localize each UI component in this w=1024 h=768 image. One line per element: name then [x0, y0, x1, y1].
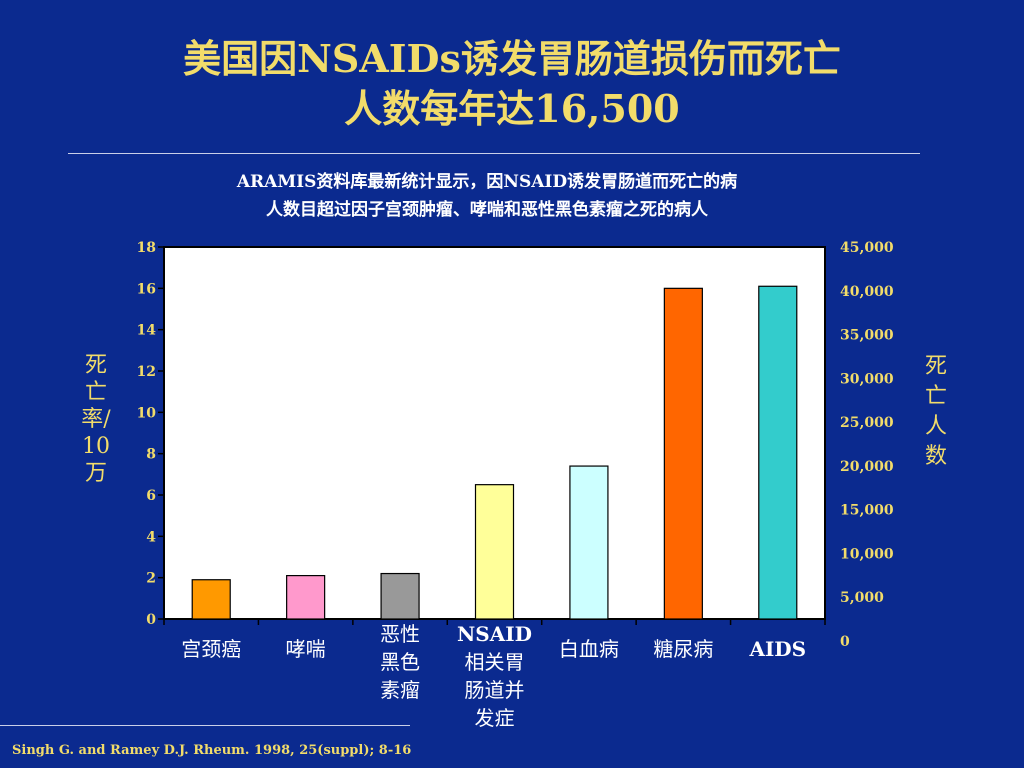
x-category-label-line: AIDS	[748, 637, 806, 661]
x-category-label: AIDS	[748, 637, 806, 661]
footer-divider	[0, 725, 410, 726]
y-tick-label-left: 14	[137, 323, 157, 339]
x-category-label-line: 恶性	[380, 622, 420, 646]
y-tick-label-right: 10,000	[840, 546, 894, 562]
y-tick-label-left: 2	[146, 571, 156, 587]
subtitle-line-2: 人数目超过因子宫颈肿瘤、哮喘和恶性黑色素瘤之死的病人	[266, 200, 708, 220]
x-category-label-line: 黑色	[380, 650, 420, 674]
y-axis-left-label: 死亡率/10 万	[72, 352, 120, 487]
x-category-label: 恶性黑色素瘤	[380, 622, 420, 702]
x-category-label-line: 宫颈癌	[181, 637, 241, 661]
y-tick-label-left: 18	[137, 240, 156, 256]
y-tick-label-left: 6	[146, 488, 156, 504]
y-tick-label-right: 35,000	[840, 328, 894, 344]
x-category-label-line: 糖尿病	[653, 637, 713, 661]
axis-label-segment: 10	[82, 434, 110, 459]
x-category-label-line: 白血病	[559, 637, 619, 661]
y-tick-label-left: 4	[146, 529, 156, 545]
title-divider	[68, 153, 920, 154]
x-category-label-line: 素瘤	[380, 678, 420, 702]
bar	[663, 287, 703, 620]
x-category-label-line: 发症	[475, 706, 515, 730]
x-category-label-line: 相关胃	[465, 650, 525, 674]
axis-label-segment: 万	[84, 461, 107, 486]
y-tick-label-right: 45,000	[840, 240, 894, 256]
bar	[380, 572, 420, 620]
y-tick-label-left: 10	[137, 405, 157, 421]
axis-label-segment: 死	[84, 353, 107, 378]
citation: Singh G. and Ramey D.J. Rheum. 1998, 25(…	[12, 743, 412, 758]
x-category-label-line: NSAID	[457, 622, 532, 646]
x-category-label: NSAID 相关胃肠道并发症	[457, 622, 532, 730]
y-tick-label-right: 25,000	[840, 415, 894, 431]
x-category-label: 哮喘	[286, 637, 326, 661]
bar	[569, 465, 609, 620]
y-tick-label-right: 20,000	[840, 459, 894, 475]
axis-label-segment: 死	[924, 354, 947, 379]
x-category-label: 宫颈癌	[181, 637, 241, 661]
y-tick-label-left: 8	[146, 447, 156, 463]
axis-label-segment: 亡	[84, 380, 107, 405]
y-tick-label-left: 16	[137, 281, 156, 297]
subtitle-line-1: ARAMIS资料库最新统计显示，因NSAID诱发胃肠道而死亡的病	[236, 172, 738, 192]
bar	[286, 574, 326, 620]
y-tick-label-right: 15,000	[840, 503, 894, 519]
y-axis-right-label: 死亡人数	[916, 352, 956, 472]
x-category-label: 糖尿病	[653, 637, 713, 661]
chart-subtitle: ARAMIS资料库最新统计显示，因NSAID诱发胃肠道而死亡的病 人数目超过因子…	[0, 168, 974, 224]
axis-label-segment: 率/	[81, 407, 111, 432]
x-category-label-line: 哮喘	[286, 637, 326, 661]
y-tick-label-left: 0	[146, 612, 156, 628]
y-tick-label-left: 12	[137, 364, 156, 380]
axis-label-segment: 人	[924, 414, 947, 439]
y-tick-label-right: 30,000	[840, 371, 894, 387]
title-line-2: 人数每年达16,500	[344, 86, 680, 131]
bar	[758, 285, 798, 620]
x-category-label: 白血病	[559, 637, 619, 661]
y-tick-label-right: 0	[840, 634, 850, 650]
y-tick-label-right: 5,000	[840, 590, 884, 606]
y-tick-label-right: 40,000	[840, 284, 894, 300]
bar	[191, 579, 231, 620]
axis-label-segment: 亡	[924, 384, 947, 409]
x-category-label-line: 肠道并	[465, 678, 525, 702]
slide-title: 美国因NSAIDs诱发胃肠道损伤而死亡 人数每年达16,500	[0, 34, 1024, 134]
title-line-1: 美国因NSAIDs诱发胃肠道损伤而死亡	[183, 36, 841, 81]
bar	[474, 484, 515, 620]
axis-label-segment: 数	[924, 444, 947, 469]
